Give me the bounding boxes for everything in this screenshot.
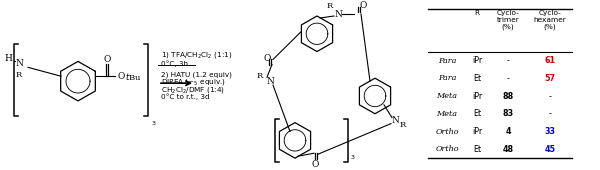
Text: O: O: [311, 160, 319, 169]
Text: Meta: Meta: [437, 92, 458, 100]
Text: O: O: [117, 72, 124, 81]
Text: Para: Para: [438, 74, 456, 82]
Text: 4: 4: [505, 127, 511, 136]
Text: 45: 45: [545, 145, 556, 154]
Text: 57: 57: [545, 74, 556, 83]
Text: Et: Et: [473, 74, 481, 83]
Text: 61: 61: [545, 56, 556, 65]
Text: Meta: Meta: [437, 110, 458, 118]
Text: Ortho: Ortho: [435, 128, 459, 136]
Text: Cyclo-
trimer
(%): Cyclo- trimer (%): [497, 10, 520, 30]
Text: 48: 48: [502, 145, 514, 154]
Text: Cyclo-
hexamer
(%): Cyclo- hexamer (%): [533, 10, 566, 30]
Text: -: -: [548, 109, 551, 118]
Text: 0°C to r.t., 3d: 0°C to r.t., 3d: [161, 94, 209, 100]
Text: R: R: [257, 72, 263, 80]
Text: $_3$: $_3$: [350, 153, 356, 162]
Text: R: R: [475, 10, 479, 16]
Text: O: O: [359, 1, 367, 10]
Text: 33: 33: [545, 127, 556, 136]
Text: Et: Et: [473, 109, 481, 118]
Text: R: R: [16, 71, 22, 79]
Text: CH$_2$Cl$_2$/DMF (1:4): CH$_2$Cl$_2$/DMF (1:4): [161, 85, 225, 95]
Text: $_3$: $_3$: [151, 119, 157, 128]
Text: -: -: [506, 56, 509, 65]
Text: H: H: [4, 54, 12, 63]
Text: 83: 83: [502, 109, 514, 118]
Text: 1) TFA/CH$_2$Cl$_2$ (1:1): 1) TFA/CH$_2$Cl$_2$ (1:1): [161, 50, 232, 61]
Text: R: R: [327, 2, 333, 10]
Text: iPr: iPr: [472, 127, 482, 136]
Text: Et: Et: [473, 145, 481, 154]
Text: Para: Para: [438, 57, 456, 65]
Text: -: -: [548, 92, 551, 101]
Text: N: N: [391, 116, 399, 125]
Text: O: O: [263, 54, 271, 63]
Text: N: N: [334, 10, 342, 19]
Text: N: N: [15, 59, 23, 68]
Text: iPr: iPr: [472, 56, 482, 65]
Text: O: O: [103, 55, 110, 64]
Text: DIPEA (~$_{5}$ equiv.): DIPEA (~$_{5}$ equiv.): [161, 77, 226, 87]
Text: 2) HATU (1.2 equiv): 2) HATU (1.2 equiv): [161, 72, 232, 79]
Text: 88: 88: [502, 92, 514, 101]
Text: Ortho: Ortho: [435, 146, 459, 154]
Text: 0°C, 3h: 0°C, 3h: [161, 60, 188, 67]
Text: N: N: [266, 77, 274, 86]
Text: $t$Bu: $t$Bu: [125, 71, 142, 82]
Text: iPr: iPr: [472, 92, 482, 101]
Text: -: -: [506, 74, 509, 83]
Text: R: R: [400, 121, 406, 129]
